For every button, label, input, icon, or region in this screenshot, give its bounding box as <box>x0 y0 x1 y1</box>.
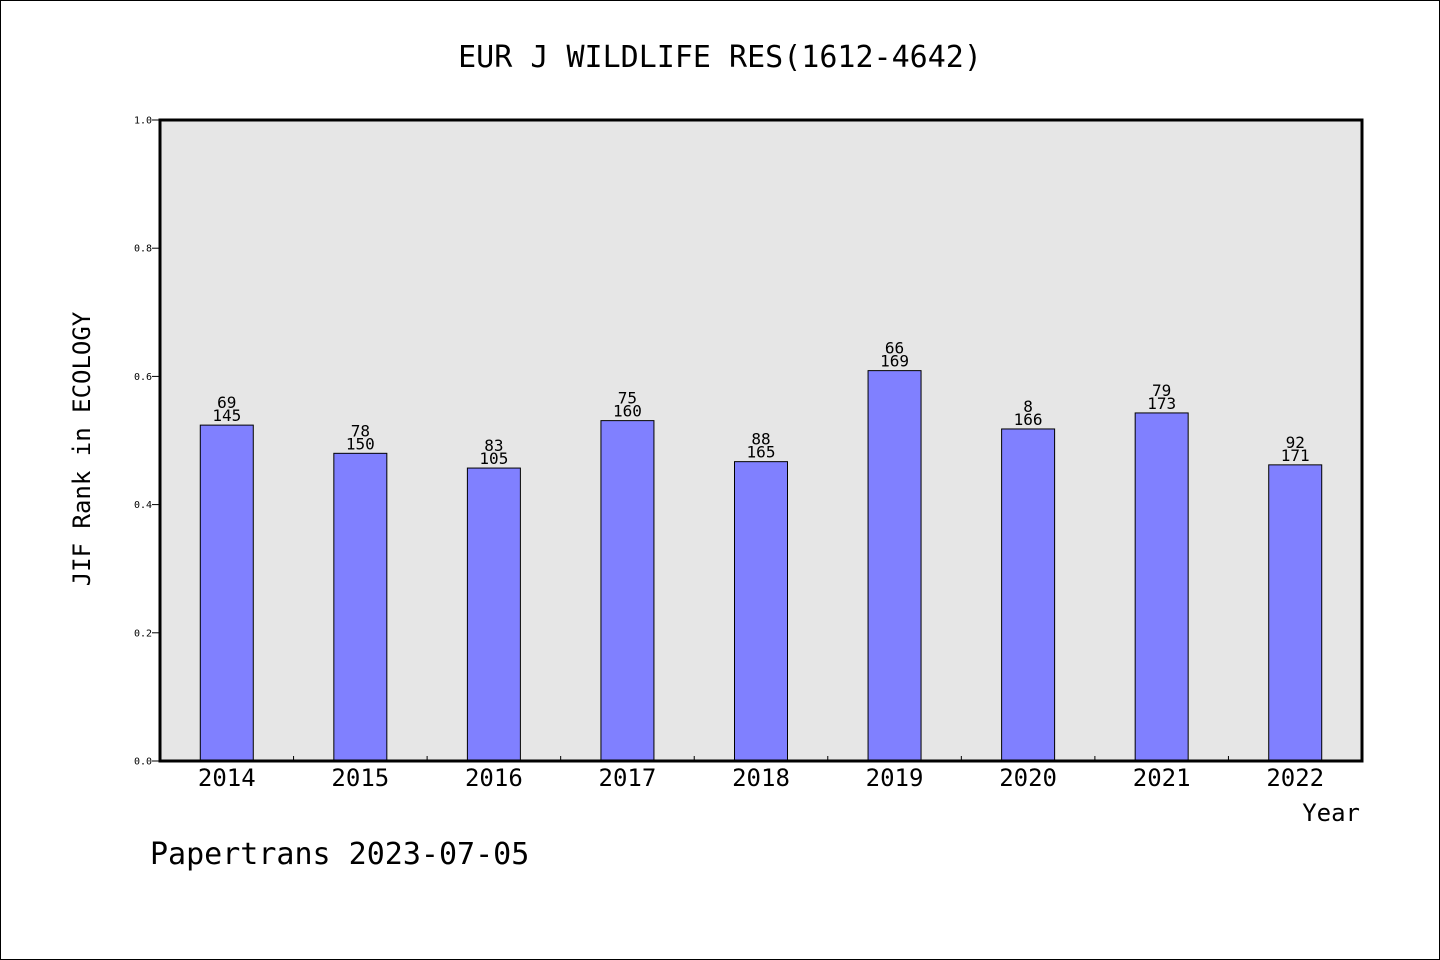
bar-total-label: 166 <box>1014 410 1043 429</box>
x-axis: 2014 2015 2016 2017 2018 2019 2020 2021 2022 <box>198 756 1324 792</box>
y-tick-label: 0.6 <box>134 372 152 383</box>
bar-total-label: 165 <box>747 443 776 462</box>
bar-total-label: 145 <box>212 406 241 425</box>
y-tick-label: 0.0 <box>134 757 152 768</box>
bar-2016 <box>466 467 521 762</box>
bar-rank-label: 78 <box>351 421 370 440</box>
y-tick-label: 0.4 <box>134 500 152 511</box>
bar-total-label: 105 <box>479 449 508 468</box>
bar-2021 <box>1134 412 1189 762</box>
y-tick-label: 0.8 <box>134 244 152 255</box>
x-tick-label: 2017 <box>599 764 657 792</box>
x-tick-label: 2014 <box>198 764 256 792</box>
x-tick-label: 2021 <box>1133 764 1191 792</box>
chart-title: EUR J WILDLIFE RES(1612-4642) <box>458 40 982 75</box>
bar-rank-label: 8 <box>1023 397 1033 416</box>
bar-rank-label: 66 <box>885 339 904 358</box>
bar-total-label: 150 <box>346 434 375 453</box>
bar-total-label: 169 <box>880 352 909 371</box>
y-axis-label: JIF Rank in ECOLOGY <box>68 311 96 586</box>
x-tick-label: 2019 <box>866 764 924 792</box>
bar-series <box>199 370 1323 762</box>
y-axis: 0.0 0.2 0.4 0.6 0.8 1.0 <box>134 116 160 768</box>
x-tick-label: 2022 <box>1266 764 1324 792</box>
bar-rank-label: 75 <box>618 389 637 408</box>
bar-rank-label: 69 <box>217 393 236 412</box>
bar-rank-label: 79 <box>1152 381 1171 400</box>
bar-2020 <box>1001 428 1056 762</box>
bar-2014 <box>199 424 254 762</box>
bar-rank-label: 92 <box>1286 433 1305 452</box>
footer-text: Papertrans 2023-07-05 <box>150 837 529 872</box>
bar-total-label: 173 <box>1147 394 1176 413</box>
bar-rank-label: 88 <box>751 430 770 449</box>
bar-2017 <box>600 420 655 762</box>
bar-total-label: 171 <box>1281 446 1310 465</box>
x-tick-label: 2018 <box>732 764 790 792</box>
plot-border <box>158 118 1364 763</box>
bar-2018 <box>734 461 788 762</box>
bar-2019 <box>867 370 922 762</box>
bar-2022 <box>1268 464 1323 762</box>
bar-total-label: 160 <box>613 402 642 421</box>
y-tick-label: 0.2 <box>134 628 152 639</box>
x-axis-label: Year <box>1302 799 1360 827</box>
x-tick-label: 2015 <box>331 764 389 792</box>
x-tick-label: 2016 <box>465 764 523 792</box>
x-tick-label: 2020 <box>999 764 1057 792</box>
bar-2015 <box>333 452 388 762</box>
y-tick-label: 1.0 <box>134 116 152 127</box>
bar-rank-label: 83 <box>484 436 503 455</box>
